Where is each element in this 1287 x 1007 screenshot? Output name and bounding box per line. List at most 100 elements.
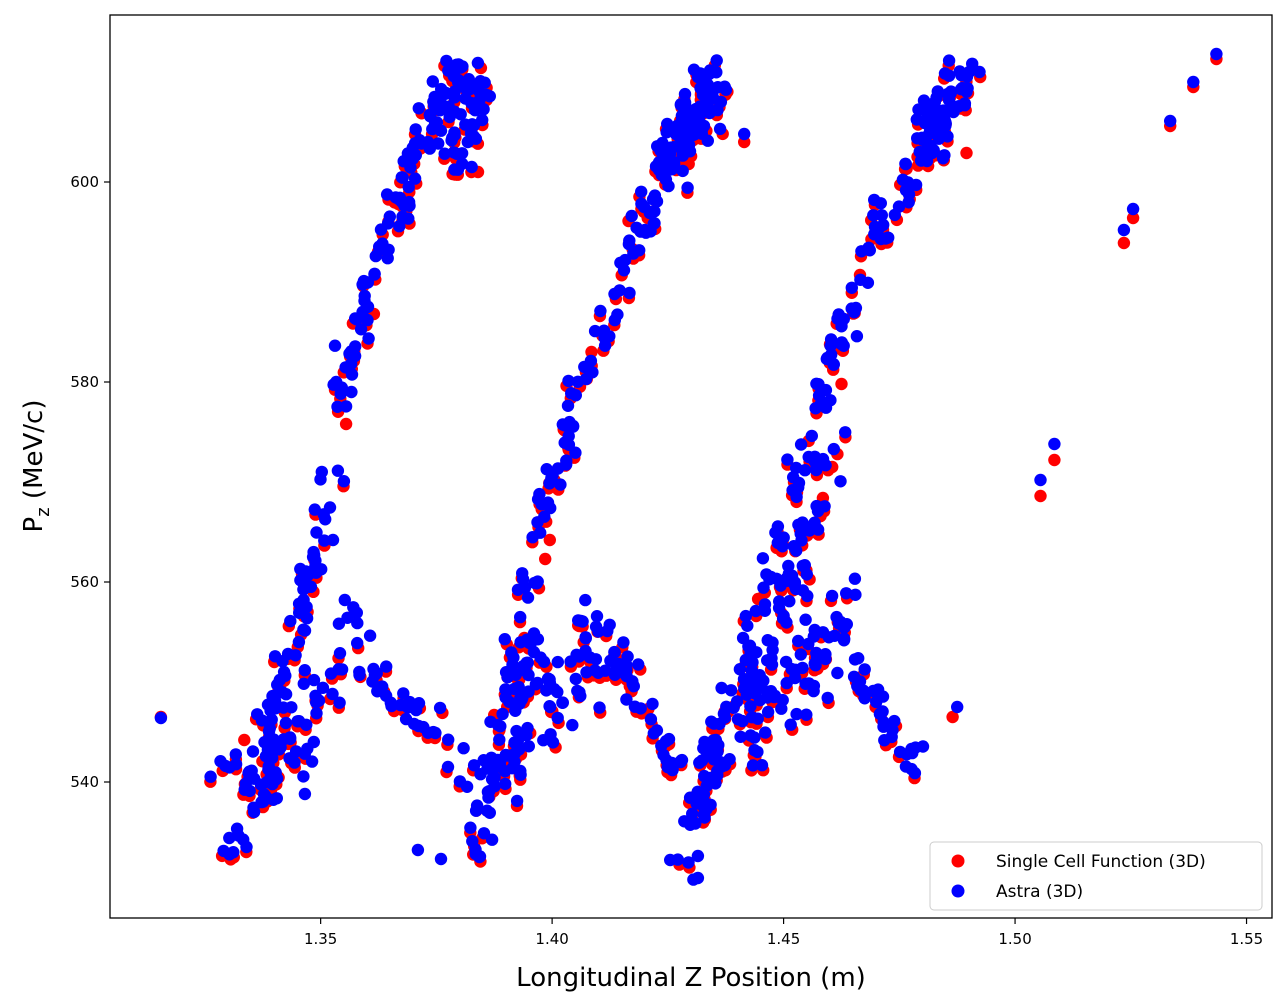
astra-point (834, 615, 847, 629)
astra-point (305, 755, 319, 768)
y-tick-label: 580 (70, 373, 99, 391)
astra-point (720, 700, 733, 713)
astra-point (958, 97, 972, 110)
astra-point (837, 634, 851, 647)
astra-point (877, 218, 890, 232)
astra-point (659, 173, 673, 186)
astra-point (802, 637, 815, 651)
astra-point (430, 116, 444, 129)
astra-point (807, 679, 821, 693)
astra-point (509, 704, 522, 717)
astra-point (354, 323, 368, 336)
astra-point (351, 616, 364, 630)
astra-point (687, 873, 700, 886)
astra-point (494, 720, 507, 733)
astra-point (858, 663, 871, 676)
astra-point (499, 666, 513, 679)
astra-point (298, 624, 312, 637)
astra-point (960, 85, 973, 99)
astra-point (402, 212, 415, 225)
astra-point (246, 745, 260, 758)
astra-point (480, 88, 493, 102)
astra-point (849, 588, 862, 601)
astra-point (718, 80, 731, 93)
single-cell-point (539, 552, 552, 566)
astra-point (650, 724, 664, 737)
astra-point (698, 769, 711, 783)
astra-point (755, 759, 769, 772)
astra-point (917, 146, 930, 159)
astra-point (710, 54, 723, 67)
astra-point (827, 442, 840, 456)
astra-point (410, 703, 423, 717)
astra-point (771, 520, 785, 533)
astra-point (385, 699, 398, 713)
astra-point (798, 464, 812, 477)
astra-point (707, 734, 720, 747)
astra-point (818, 500, 831, 513)
astra-point (307, 673, 321, 687)
astra-point (816, 626, 830, 639)
astra-point (341, 611, 354, 624)
astra-point (347, 601, 360, 614)
single-cell-point (960, 146, 973, 160)
astra-point (380, 188, 394, 201)
astra-point (344, 357, 358, 371)
astra-point (876, 705, 889, 718)
astra-point (821, 691, 834, 705)
astra-point (433, 701, 447, 715)
astra-point (326, 533, 340, 547)
astra-point (700, 77, 713, 90)
y-axis-label: Pz (MeV/c) (19, 400, 54, 533)
x-tick-label: 1.40 (535, 930, 568, 948)
astra-point (731, 713, 745, 726)
astra-point (510, 724, 523, 738)
astra-point (776, 612, 790, 625)
astra-point (460, 780, 474, 793)
astra-point (848, 572, 862, 585)
astra-point (634, 702, 647, 715)
astra-point (556, 418, 569, 431)
astra-point (580, 666, 593, 679)
astra-point (485, 833, 499, 846)
astra-point (868, 193, 881, 207)
astra-point (736, 631, 750, 645)
astra-point (297, 677, 310, 690)
y-axis-ticks: 540 560 580 600 (70, 173, 110, 791)
astra-point (356, 305, 369, 319)
astra-point (434, 852, 448, 866)
astra-point (299, 565, 313, 578)
astra-point (593, 701, 606, 714)
astra-point (852, 652, 865, 665)
x-tick-label: 1.55 (1230, 930, 1263, 948)
astra-point (369, 249, 382, 263)
astra-point (650, 195, 664, 208)
legend-label-single-cell: Single Cell Function (3D) (996, 852, 1206, 872)
astra-point (739, 609, 752, 623)
astra-point (584, 354, 598, 368)
astra-point (936, 152, 950, 165)
astra-point (899, 760, 913, 773)
legend-box (929, 841, 1263, 911)
astra-point (440, 54, 453, 68)
astra-point (383, 210, 396, 223)
astra-point (498, 633, 511, 646)
astra-point (331, 400, 344, 413)
astra-point (632, 658, 645, 671)
astra-point (289, 649, 302, 662)
astra-point (768, 689, 782, 702)
astra-point (239, 777, 252, 790)
astra-point (427, 725, 440, 739)
astra-point (620, 663, 633, 676)
astra-point (292, 597, 306, 610)
astra-point (586, 366, 599, 379)
astra-point (951, 700, 964, 714)
astra-point (718, 759, 732, 772)
astra-point (569, 446, 582, 459)
astra-point (634, 225, 647, 238)
astra-point (395, 171, 408, 184)
astra-point (837, 339, 850, 352)
astra-point (646, 697, 659, 711)
astra-point (345, 385, 358, 399)
astra-point (554, 478, 567, 491)
